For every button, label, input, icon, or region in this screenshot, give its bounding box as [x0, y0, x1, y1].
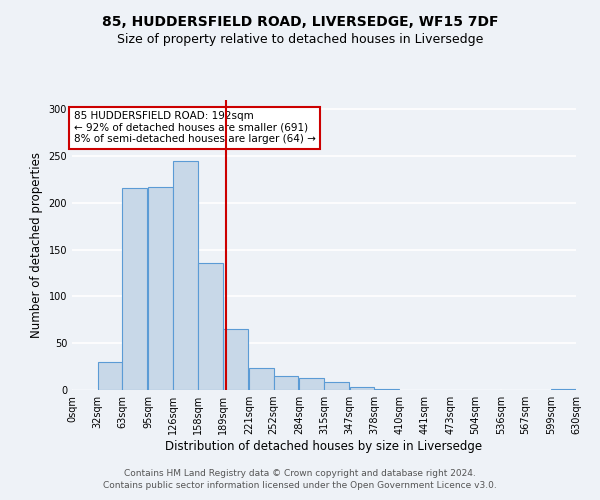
Bar — [299, 378, 324, 390]
Bar — [98, 362, 122, 390]
Bar — [223, 329, 248, 390]
Y-axis label: Number of detached properties: Number of detached properties — [30, 152, 43, 338]
Text: Contains HM Land Registry data © Crown copyright and database right 2024.: Contains HM Land Registry data © Crown c… — [124, 468, 476, 477]
Bar — [551, 389, 576, 390]
Bar — [274, 376, 298, 390]
Bar — [148, 187, 173, 390]
Bar — [374, 389, 399, 390]
Bar — [199, 263, 223, 390]
Bar — [122, 188, 147, 390]
Text: Size of property relative to detached houses in Liversedge: Size of property relative to detached ho… — [117, 32, 483, 46]
Bar — [249, 368, 274, 390]
Bar — [324, 382, 349, 390]
Text: Contains public sector information licensed under the Open Government Licence v3: Contains public sector information licen… — [103, 481, 497, 490]
Text: 85 HUDDERSFIELD ROAD: 192sqm
← 92% of detached houses are smaller (691)
8% of se: 85 HUDDERSFIELD ROAD: 192sqm ← 92% of de… — [74, 111, 316, 144]
Bar — [173, 161, 197, 390]
Text: 85, HUDDERSFIELD ROAD, LIVERSEDGE, WF15 7DF: 85, HUDDERSFIELD ROAD, LIVERSEDGE, WF15 … — [102, 15, 498, 29]
Bar — [350, 387, 374, 390]
X-axis label: Distribution of detached houses by size in Liversedge: Distribution of detached houses by size … — [166, 440, 482, 453]
